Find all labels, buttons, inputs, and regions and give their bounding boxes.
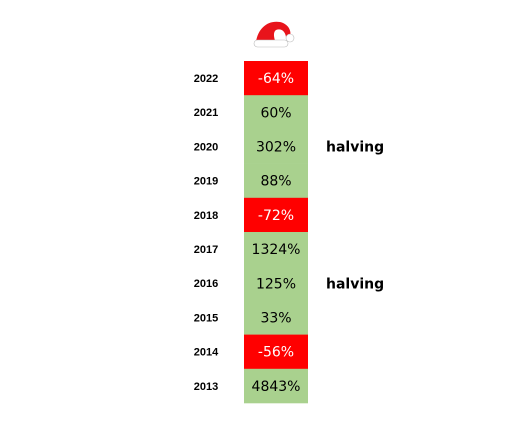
change-value: 33% bbox=[260, 311, 291, 327]
year-label: 2017 bbox=[194, 244, 218, 256]
year-label: 2019 bbox=[194, 176, 218, 188]
cell bbox=[244, 163, 308, 199]
year-label: 2020 bbox=[194, 141, 218, 153]
year-label: 2018 bbox=[194, 210, 218, 222]
year-label: 2016 bbox=[194, 278, 218, 290]
change-value: -56% bbox=[258, 345, 294, 361]
note: halving bbox=[326, 140, 384, 156]
cell bbox=[244, 61, 308, 96]
cell bbox=[244, 129, 308, 164]
cell bbox=[244, 197, 308, 233]
year-label: 2014 bbox=[194, 347, 219, 359]
change-value: 302% bbox=[256, 140, 296, 156]
change-value: 125% bbox=[256, 276, 296, 292]
change-value: 4843% bbox=[252, 379, 301, 395]
year-label: 2015 bbox=[194, 312, 218, 324]
change-value: 1324% bbox=[252, 242, 301, 258]
cell bbox=[244, 300, 308, 335]
year-label: 2022 bbox=[194, 73, 218, 85]
change-value: -72% bbox=[258, 208, 294, 224]
change-value: 88% bbox=[260, 174, 291, 190]
note: halving bbox=[326, 276, 384, 292]
change-value: -64% bbox=[258, 71, 294, 87]
change-value: 60% bbox=[260, 105, 291, 121]
cell bbox=[244, 266, 308, 301]
year-label: 2021 bbox=[194, 107, 218, 119]
cell bbox=[244, 232, 308, 267]
cell bbox=[244, 368, 308, 404]
santa-hat bbox=[253, 21, 295, 48]
cell bbox=[244, 95, 308, 130]
year-label: 2013 bbox=[194, 381, 218, 393]
cell bbox=[244, 334, 308, 370]
